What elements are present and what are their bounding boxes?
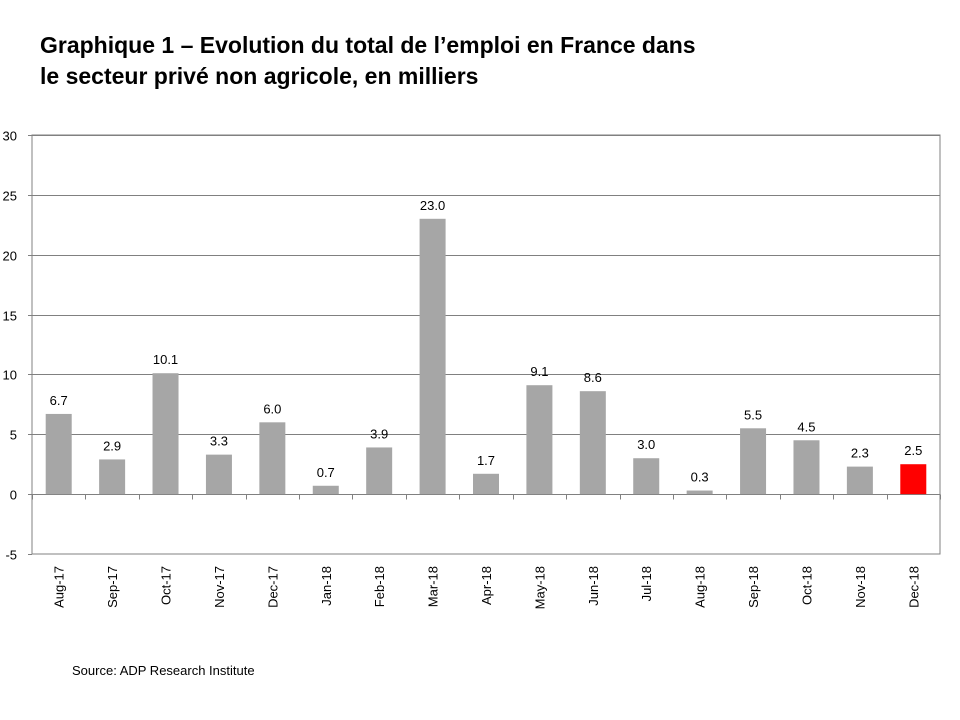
- x-tick-label-Aug-18: Aug-18: [693, 566, 708, 608]
- x-tick-label-May-18: May-18: [532, 566, 547, 609]
- bar-Oct-17: [152, 373, 179, 495]
- x-tick-label-Sep-17: Sep-17: [105, 566, 120, 608]
- data-label-Feb-18: 3.9: [370, 426, 388, 441]
- bar-Jul-18: [633, 458, 660, 495]
- data-label-Nov-18: 2.3: [851, 446, 869, 461]
- bar-Feb-18: [366, 447, 393, 495]
- bar-Aug-18: [686, 490, 713, 495]
- data-label-Nov-17: 3.3: [210, 434, 228, 449]
- y-tick-label: 15: [3, 309, 17, 324]
- bar-Nov-18: [846, 466, 873, 495]
- bar-Aug-17: [45, 413, 72, 495]
- x-tick-label-Dec-18: Dec-18: [906, 566, 921, 608]
- data-label-Dec-18: 2.5: [904, 443, 922, 458]
- bar-Sep-17: [99, 459, 126, 495]
- data-label-Oct-18: 4.5: [797, 419, 815, 434]
- data-label-Oct-17: 10.1: [153, 352, 178, 367]
- x-tick-label-Dec-17: Dec-17: [265, 566, 280, 608]
- bar-Apr-18: [473, 473, 499, 495]
- chart-title-line-1: Graphique 1 – Evolution du total de l’em…: [40, 32, 696, 58]
- x-tick-label-Jan-18: Jan-18: [319, 566, 334, 606]
- y-tick-label: 0: [10, 488, 17, 503]
- x-tick-label-Apr-18: Apr-18: [479, 566, 494, 605]
- x-tick-label-Oct-18: Oct-18: [799, 566, 814, 605]
- x-tick-label-Oct-17: Oct-17: [159, 566, 174, 605]
- x-tick-label-Sep-18: Sep-18: [746, 566, 761, 608]
- bar-Nov-17: [205, 454, 232, 495]
- source-note: Source: ADP Research Institute: [72, 663, 255, 678]
- data-label-Jul-18: 3.0: [637, 437, 655, 452]
- x-tick-label-Jul-18: Jul-18: [639, 566, 654, 601]
- x-tick-label-Nov-18: Nov-18: [853, 566, 868, 608]
- data-label-Aug-18: 0.3: [691, 470, 709, 485]
- bar-Mar-18: [419, 218, 446, 495]
- bar-Oct-18: [793, 440, 820, 495]
- bar-Jun-18: [579, 391, 606, 495]
- data-label-Aug-17: 6.7: [50, 393, 68, 408]
- x-tick-label-Mar-18: Mar-18: [426, 566, 441, 607]
- data-label-Dec-17: 6.0: [263, 401, 281, 416]
- bar-Dec-17: [259, 422, 286, 495]
- bar-May-18: [526, 385, 553, 495]
- data-label-Jan-18: 0.7: [317, 465, 335, 480]
- chart-title-line-2: le secteur privé non agricole, en millie…: [40, 63, 479, 89]
- y-tick-label: 10: [3, 368, 17, 383]
- y-tick-label: 5: [10, 428, 17, 443]
- x-tick-label-Aug-17: Aug-17: [52, 566, 67, 608]
- bar-Dec-18: [900, 464, 927, 495]
- data-label-Jun-18: 8.6: [584, 370, 602, 385]
- data-label-May-18: 9.1: [530, 364, 548, 379]
- y-tick-label: 25: [3, 189, 17, 204]
- x-tick-label-Feb-18: Feb-18: [372, 566, 387, 607]
- y-tick-label: -5: [5, 548, 17, 563]
- chart-title: Graphique 1 – Evolution du total de l’em…: [40, 30, 920, 92]
- y-tick-label: 30: [3, 129, 17, 144]
- y-tick-label: 20: [3, 249, 17, 264]
- data-label-Sep-17: 2.9: [103, 438, 121, 453]
- x-tick-label-Nov-17: Nov-17: [212, 566, 227, 608]
- x-tick-label-Jun-18: Jun-18: [586, 566, 601, 606]
- bar-Jan-18: [312, 485, 339, 495]
- data-label-Sep-18: 5.5: [744, 407, 762, 422]
- data-label-Mar-18: 23.0: [420, 198, 445, 213]
- bar-Sep-18: [740, 428, 767, 495]
- data-label-Apr-18: 1.7: [477, 453, 495, 468]
